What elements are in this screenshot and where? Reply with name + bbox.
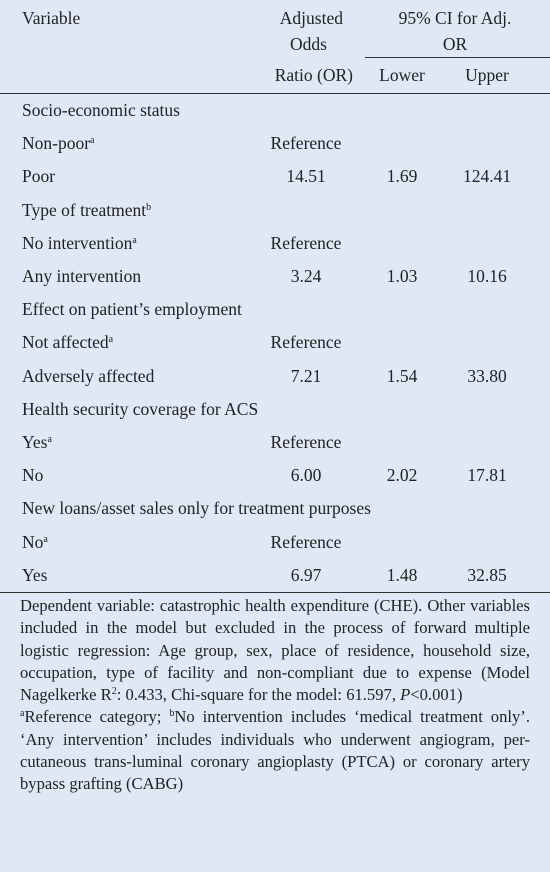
text: No [22, 465, 44, 486]
odds-ratio: Reference [270, 133, 342, 154]
odds-ratio: Reference [270, 531, 342, 552]
sup: a [132, 234, 137, 246]
rule [365, 57, 550, 58]
row-label: Non-poora [22, 133, 95, 153]
ci-lower: 1.03 [386, 266, 418, 286]
sup: a [43, 533, 48, 545]
ci-lower: 1.54 [386, 365, 418, 386]
ci-lower: 1.48 [386, 564, 418, 585]
ci-upper: 124.41 [462, 166, 512, 187]
footnote: aReference category; bNo intervention in… [20, 706, 530, 795]
odds-ratio: 6.00 [290, 465, 322, 486]
text: Not affected [22, 332, 109, 353]
section-title: Effect on patient’s employment [22, 299, 242, 319]
ci-lower: 2.02 [386, 465, 418, 486]
sup: a [108, 334, 114, 346]
odds-ratio: 7.21 [290, 365, 322, 386]
header-variable: Variable [22, 8, 81, 28]
text: Non-poor [22, 133, 91, 154]
text: Type of treatment [22, 199, 147, 220]
sup: a [20, 708, 25, 720]
row-label: Poor [22, 166, 55, 186]
header-odds: Odds [290, 34, 327, 54]
text: P [400, 685, 411, 705]
row-label: Any intervention [22, 266, 141, 286]
section-title: Health security coverage for ACS [22, 399, 258, 419]
row-label: Not affecteda [22, 332, 113, 352]
text: Yes [22, 432, 48, 452]
header-upper: Upper [465, 65, 509, 85]
odds-ratio: 3.24 [290, 266, 322, 286]
row-label: Yesa [22, 432, 52, 452]
text: No intervention includes ‘medical treatm… [20, 707, 530, 794]
text: Any intervention [22, 266, 142, 286]
text: Effect on patient’s employment [22, 299, 242, 320]
row-label: No interventiona [22, 233, 137, 253]
ci-upper: 33.80 [467, 365, 507, 386]
row-label: Noa [22, 532, 48, 552]
text: Adversely affected [22, 365, 155, 386]
header-odds: Adjusted [279, 8, 343, 28]
sup: 2 [111, 686, 117, 698]
section-title: Socio-economic status [22, 100, 180, 120]
ci-upper: 32.85 [467, 564, 507, 585]
text: New loans/asset sales only for treatment… [22, 498, 371, 519]
ci-upper: 10.16 [467, 266, 507, 286]
footnote: Dependent variable: catastrophic health … [20, 595, 530, 706]
sup: b [169, 708, 175, 720]
ci-lower: 1.69 [386, 166, 418, 187]
odds-ratio: 6.97 [290, 564, 322, 585]
header-odds: Ratio (OR) [274, 65, 353, 85]
rule [0, 93, 550, 94]
rule [0, 592, 550, 593]
text: Reference category; [24, 707, 170, 727]
text: Health security coverage for ACS [22, 398, 259, 419]
footnotes: Dependent variable: catastrophic health … [20, 595, 530, 796]
text: Yes [22, 564, 48, 585]
sup: a [90, 135, 95, 147]
odds-ratio: Reference [270, 432, 342, 452]
row-label: No [22, 465, 43, 485]
header-ci: 95% CI for Adj. [398, 8, 512, 28]
odds-ratio: 14.51 [286, 166, 326, 187]
odds-ratio: Reference [270, 232, 342, 253]
text: Dependent variable: catastrophic health … [20, 596, 530, 705]
ci-upper: 17.81 [467, 465, 507, 486]
sup: b [146, 201, 152, 213]
text: Poor [22, 166, 56, 187]
header-lower: Lower [379, 65, 425, 85]
header-ci: OR [442, 34, 468, 54]
row-label: Adversely affected [22, 366, 154, 386]
section-title: Type of treatmentb [22, 200, 151, 220]
text: No intervention [22, 232, 133, 253]
sup: a [47, 434, 52, 445]
text: : 0.433, Chi-square for the model: 61.59… [116, 685, 401, 705]
text: <0.001) [410, 685, 463, 705]
text: Socio-economic status [22, 100, 180, 120]
row-label: Yes [22, 565, 47, 585]
section-title: New loans/asset sales only for treatment… [22, 498, 371, 518]
odds-ratio: Reference [270, 332, 342, 353]
text: No [22, 531, 44, 552]
